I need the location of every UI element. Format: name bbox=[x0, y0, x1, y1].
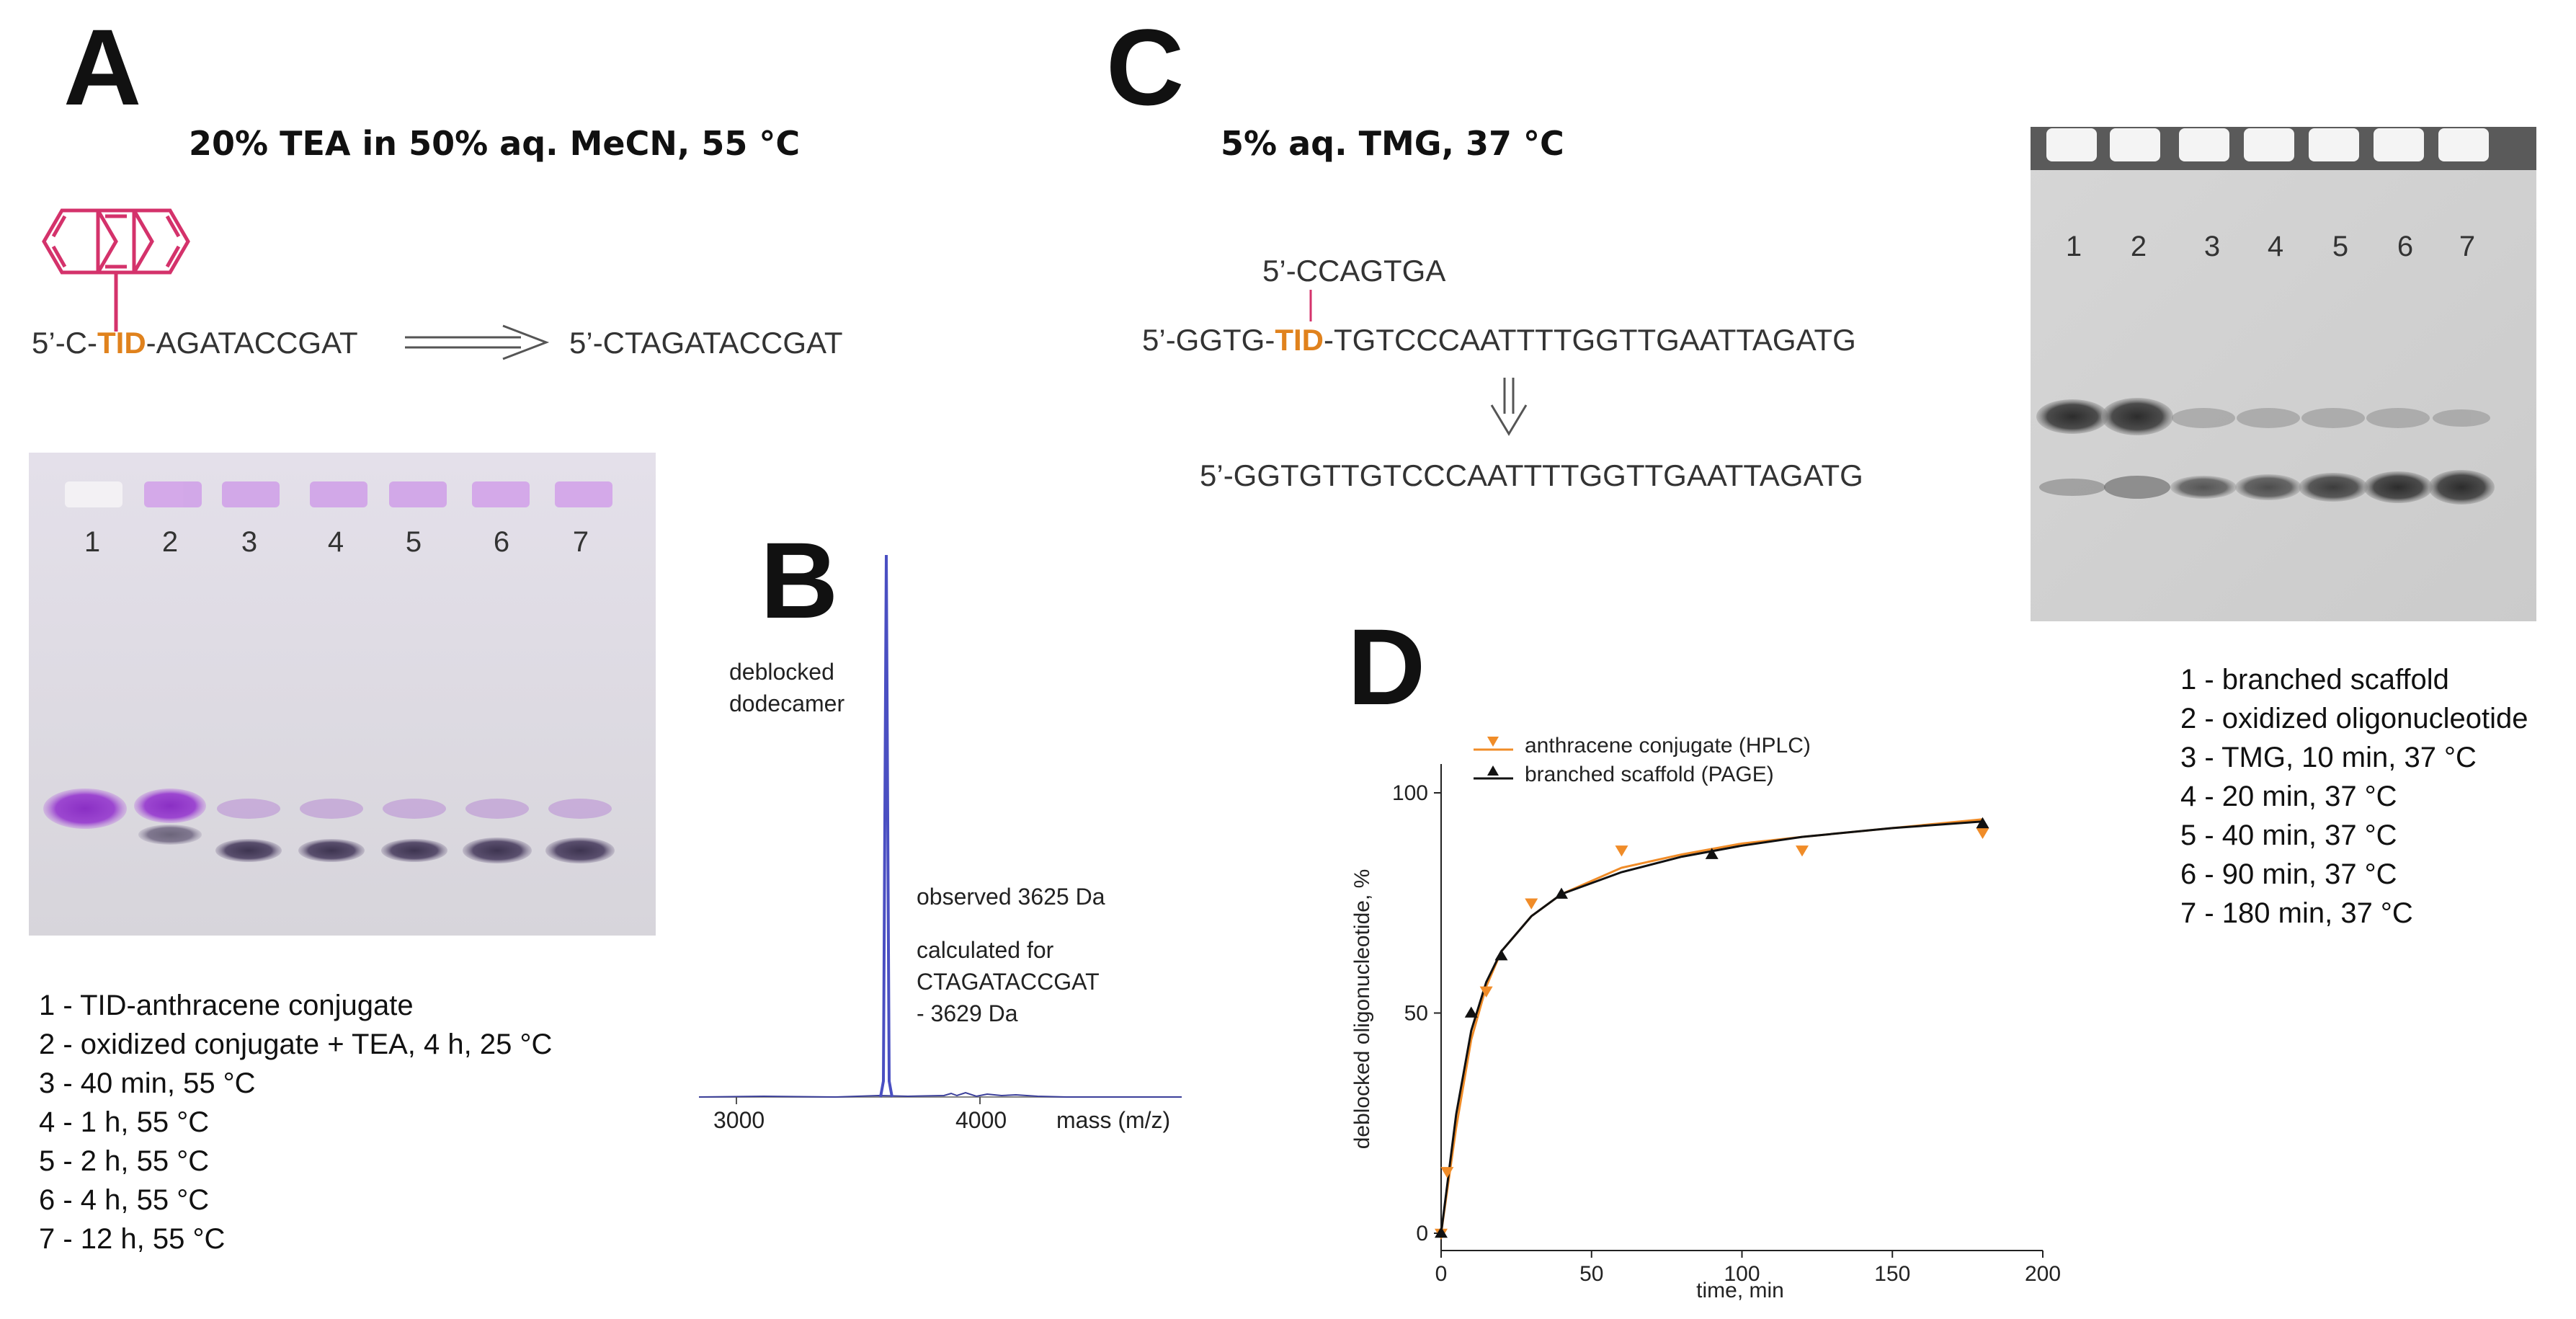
gel-c-lane-2: 2 bbox=[2130, 231, 2147, 262]
legend-label-series-1: anthracene conjugate (HPLC) bbox=[1525, 734, 1811, 758]
branch-sequence: 5’-CCAGTGA bbox=[1262, 254, 1446, 288]
data-point-series-2 bbox=[1705, 848, 1719, 859]
spectrum-tick-4000: 4000 bbox=[955, 1107, 1007, 1133]
scaffold-suffix: -TGTCCCAATTTTGGTTGAATTAGATG bbox=[1323, 323, 1856, 357]
data-point-series-2 bbox=[1464, 1006, 1478, 1018]
data-point-series-1 bbox=[1525, 898, 1538, 910]
chart-fit-lines bbox=[1440, 818, 1983, 1234]
down-arrow-icon bbox=[1490, 378, 1528, 436]
y-tick-label: 50 bbox=[1404, 1002, 1428, 1026]
legend-a-item: 5 - 2 h, 55 °C bbox=[39, 1145, 210, 1177]
spectrum-peak bbox=[879, 554, 893, 1098]
gel-a-lane-6: 6 bbox=[493, 526, 510, 558]
gel-c-lane-3: 3 bbox=[2203, 231, 2221, 262]
kinetics-chart: 0 50 100 150 200 0 50 100 anthracene conjugate … bbox=[1350, 734, 2061, 1302]
reactant-suffix: -AGATACCGAT bbox=[146, 326, 358, 360]
panel-c-letter: C bbox=[1106, 6, 1185, 128]
legend-label-series-2: branched scaffold (PAGE) bbox=[1525, 763, 1774, 786]
calc-line2: CTAGATACCGAT bbox=[917, 969, 1100, 995]
observed-mass: observed 3625 Da bbox=[917, 884, 1105, 910]
tid-label: TID bbox=[97, 326, 146, 360]
fit-line-series-1 bbox=[1440, 818, 1983, 1234]
scaffold-sequence: 5’-GGTG-TID-TGTCCCAATTTTGGTTGAATTAGATG bbox=[1142, 323, 1856, 357]
spectrum-tick-3000: 3000 bbox=[713, 1107, 765, 1133]
gel-c-legend: 1 - branched scaffold 2 - oxidized oligo… bbox=[2180, 660, 2528, 933]
chart-legend: anthracene conjugate (HPLC) branched scaf… bbox=[1474, 734, 1811, 786]
gel-a-lane-1: 1 bbox=[84, 526, 101, 558]
legend-c-item: 3 - TMG, 10 min, 37 °C bbox=[2180, 742, 2477, 773]
legend-marker-series-2 bbox=[1487, 765, 1499, 776]
branch-link bbox=[1309, 290, 1312, 321]
legend-c-item: 2 - oxidized oligonucleotide bbox=[2180, 703, 2528, 734]
legend-a-item: 6 - 4 h, 55 °C bbox=[39, 1184, 210, 1216]
scaffold-tid: TID bbox=[1275, 323, 1324, 357]
legend-a-item: 1 - TID-anthracene conjugate bbox=[39, 990, 414, 1021]
legend-c-item: 4 - 20 min, 37 °C bbox=[2180, 781, 2397, 812]
gel-a-lane-4: 4 bbox=[327, 526, 344, 558]
legend-c-item: 6 - 90 min, 37 °C bbox=[2180, 858, 2397, 890]
x-tick-label: 150 bbox=[1874, 1262, 1910, 1286]
panel-b-letter: B bbox=[760, 520, 839, 641]
calc-line1: calculated for bbox=[917, 937, 1054, 963]
data-point-series-1 bbox=[1615, 845, 1628, 857]
panel-a-product: 5’-CTAGATACCGAT bbox=[569, 326, 843, 360]
chart-axes: 0 50 100 150 200 0 50 100 bbox=[1392, 764, 2061, 1286]
data-point-series-2 bbox=[1494, 949, 1508, 961]
y-tick-label: 100 bbox=[1392, 781, 1428, 805]
peak-label-line1: deblocked bbox=[729, 659, 834, 685]
gel-c-image bbox=[2031, 127, 2536, 621]
peak-label-line2: dodecamer bbox=[729, 690, 845, 716]
calculated-mass: calculated for CTAGATACCGAT - 3629 Da bbox=[917, 934, 1100, 1029]
gel-a-lane-2: 2 bbox=[161, 526, 179, 558]
scaffold-prefix: 5’-GGTG- bbox=[1142, 323, 1275, 357]
reaction-arrow-icon bbox=[405, 324, 550, 360]
chart-ylabel: deblocked oligonucleotide, % bbox=[1350, 869, 1374, 1150]
fit-line-series-2 bbox=[1440, 820, 1983, 1234]
calc-line3: - 3629 Da bbox=[917, 1000, 1018, 1026]
panel-c-condition: 5% aq. TMG, 37 °C bbox=[1221, 124, 1564, 163]
gel-a-image bbox=[29, 453, 656, 936]
data-point-series-1 bbox=[1976, 827, 1989, 839]
panel-d-letter: D bbox=[1347, 606, 1426, 727]
data-point-series-2 bbox=[1435, 1227, 1448, 1238]
y-tick-label: 0 bbox=[1416, 1222, 1428, 1245]
chart-points bbox=[1435, 817, 1989, 1240]
x-tick-label: 0 bbox=[1435, 1262, 1448, 1286]
x-tick-label: 50 bbox=[1579, 1262, 1603, 1286]
mass-spectrum bbox=[698, 554, 1182, 1104]
data-point-series-1 bbox=[1796, 845, 1809, 857]
panel-a-condition: 20% TEA in 50% aq. MeCN, 55 °C bbox=[189, 124, 801, 163]
gel-a-lane-3: 3 bbox=[241, 526, 258, 558]
gel-a-lane-5: 5 bbox=[405, 526, 422, 558]
legend-c-item: 7 - 180 min, 37 °C bbox=[2180, 897, 2413, 929]
gel-c-lane-1: 1 bbox=[2065, 231, 2082, 262]
gel-a-legend: 1 - TID-anthracene conjugate 2 - oxidize… bbox=[39, 986, 552, 1258]
chart-xlabel: time, min bbox=[1696, 1279, 1784, 1302]
gel-c-lane-6: 6 bbox=[2397, 231, 2414, 262]
data-point-series-1 bbox=[1440, 1167, 1454, 1178]
legend-c-item: 5 - 40 min, 37 °C bbox=[2180, 820, 2397, 851]
legend-a-item: 3 - 40 min, 55 °C bbox=[39, 1067, 256, 1099]
x-tick-label: 200 bbox=[2025, 1262, 2061, 1286]
x-tick-label: 100 bbox=[1724, 1262, 1760, 1286]
gel-a-lane-7: 7 bbox=[572, 526, 589, 558]
spectrum-xlabel: mass (m/z) bbox=[1056, 1107, 1171, 1133]
anthracene-structure bbox=[42, 208, 190, 332]
data-point-series-1 bbox=[1479, 986, 1493, 998]
data-point-series-2 bbox=[1555, 887, 1568, 899]
peak-label: deblocked dodecamer bbox=[729, 656, 844, 719]
data-point-series-2 bbox=[1976, 817, 1989, 829]
legend-c-item: 1 - branched scaffold bbox=[2180, 664, 2449, 696]
panel-c-product: 5’-GGTGTTGTCCCAATTTTGGTTGAATTAGATG bbox=[1200, 458, 1863, 492]
panel-a-reactant: 5’-C-TID-AGATACCGAT bbox=[32, 326, 358, 360]
legend-a-item: 2 - oxidized conjugate + TEA, 4 h, 25 °C bbox=[39, 1029, 553, 1060]
reactant-prefix: 5’-C- bbox=[32, 326, 97, 360]
panel-a-letter: A bbox=[63, 6, 142, 128]
legend-a-item: 4 - 1 h, 55 °C bbox=[39, 1106, 210, 1138]
gel-c-lane-7: 7 bbox=[2459, 231, 2476, 262]
gel-c-lane-4: 4 bbox=[2267, 231, 2284, 262]
legend-a-item: 7 - 12 h, 55 °C bbox=[39, 1223, 226, 1255]
gel-c-lane-5: 5 bbox=[2332, 231, 2349, 262]
legend-marker-series-1 bbox=[1487, 737, 1499, 747]
